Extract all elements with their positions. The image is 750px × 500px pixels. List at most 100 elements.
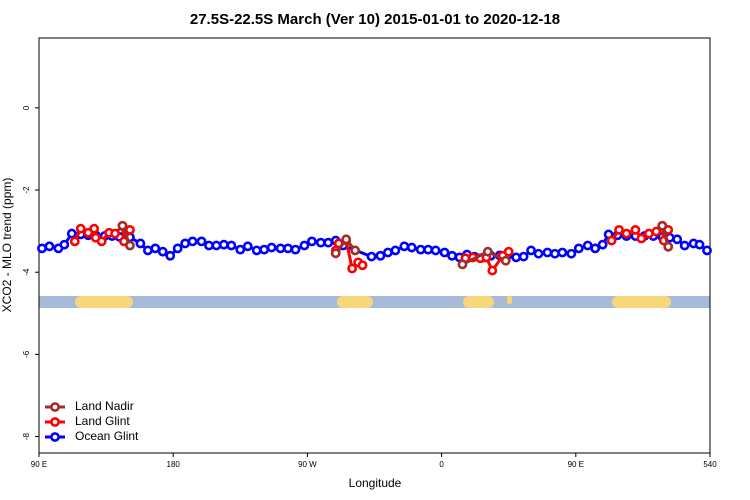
point bbox=[590, 243, 601, 254]
point bbox=[582, 240, 593, 251]
point bbox=[526, 245, 536, 256]
legend-marker bbox=[50, 402, 60, 412]
point bbox=[557, 247, 568, 258]
point bbox=[518, 251, 529, 262]
point bbox=[37, 243, 47, 254]
point bbox=[511, 252, 522, 263]
point bbox=[350, 245, 361, 256]
point bbox=[341, 234, 352, 245]
y-axis-label: XCO2 - MLO trend (ppm) bbox=[0, 178, 14, 313]
point bbox=[96, 236, 107, 247]
point bbox=[383, 247, 393, 258]
point bbox=[643, 228, 654, 239]
point bbox=[439, 247, 450, 258]
point bbox=[218, 239, 229, 250]
x-tick-label: 0 bbox=[439, 460, 444, 469]
point bbox=[636, 233, 647, 244]
point bbox=[597, 239, 608, 250]
point bbox=[542, 247, 553, 258]
point bbox=[366, 251, 377, 262]
x-tick-label: 90 E bbox=[31, 460, 47, 469]
point bbox=[651, 226, 662, 237]
point bbox=[500, 255, 511, 266]
point bbox=[679, 240, 690, 251]
point bbox=[283, 243, 293, 254]
point bbox=[75, 223, 86, 234]
point bbox=[135, 238, 146, 249]
x-tick-label: 90 W bbox=[298, 460, 317, 469]
point bbox=[614, 224, 624, 235]
point bbox=[44, 241, 55, 252]
point bbox=[172, 243, 183, 254]
y-tick-label: -4 bbox=[22, 268, 31, 276]
point bbox=[330, 248, 341, 259]
land-strip bbox=[507, 296, 512, 304]
point bbox=[606, 235, 617, 246]
point bbox=[110, 228, 120, 239]
point bbox=[430, 245, 441, 256]
land-strip bbox=[75, 296, 133, 308]
point bbox=[657, 220, 668, 231]
point bbox=[59, 239, 70, 250]
point bbox=[266, 242, 277, 253]
point bbox=[406, 242, 417, 253]
point bbox=[117, 220, 128, 231]
x-tick-label: 90 E bbox=[568, 460, 584, 469]
point bbox=[702, 245, 712, 256]
point bbox=[180, 238, 191, 249]
point bbox=[226, 240, 237, 251]
point bbox=[447, 250, 457, 261]
point bbox=[566, 248, 577, 259]
point bbox=[550, 248, 560, 259]
point bbox=[694, 239, 705, 250]
point bbox=[290, 244, 301, 255]
ocean-strip bbox=[39, 296, 710, 308]
point bbox=[390, 245, 401, 256]
point bbox=[487, 265, 498, 276]
point bbox=[423, 244, 434, 255]
point bbox=[357, 260, 368, 271]
point bbox=[204, 240, 214, 251]
point bbox=[125, 240, 135, 251]
point bbox=[142, 245, 153, 256]
point bbox=[299, 240, 310, 251]
chart-title: 27.5S-22.5S March (Ver 10) 2015-01-01 to… bbox=[190, 11, 560, 28]
point bbox=[125, 224, 135, 235]
land-strip bbox=[337, 296, 373, 308]
point bbox=[157, 246, 168, 257]
point bbox=[211, 240, 222, 251]
map-strip bbox=[39, 296, 710, 308]
point bbox=[503, 246, 514, 257]
legend-marker bbox=[50, 432, 60, 442]
point bbox=[663, 241, 674, 252]
point bbox=[69, 236, 80, 247]
point bbox=[259, 244, 270, 255]
point bbox=[89, 223, 100, 234]
point bbox=[235, 244, 246, 255]
point bbox=[165, 250, 176, 261]
legend-label: Land Nadir bbox=[75, 399, 134, 413]
y-tick-label: -8 bbox=[22, 432, 31, 440]
point bbox=[66, 228, 77, 239]
point bbox=[196, 236, 207, 247]
point bbox=[315, 237, 326, 248]
point bbox=[630, 224, 641, 235]
legend-marker bbox=[50, 417, 60, 427]
land-strip bbox=[463, 296, 494, 308]
point bbox=[375, 250, 386, 261]
point bbox=[347, 263, 358, 274]
point bbox=[573, 243, 584, 254]
y-tick-label: -6 bbox=[22, 350, 31, 358]
point bbox=[621, 228, 632, 239]
point bbox=[482, 246, 493, 257]
point bbox=[187, 236, 198, 247]
y-tick-label: 0 bbox=[22, 105, 31, 110]
x-tick-label: 180 bbox=[167, 460, 181, 469]
point bbox=[457, 259, 468, 270]
legend-label: Land Glint bbox=[75, 414, 130, 428]
point bbox=[399, 241, 410, 252]
land-strip bbox=[612, 296, 671, 308]
point bbox=[242, 241, 253, 252]
